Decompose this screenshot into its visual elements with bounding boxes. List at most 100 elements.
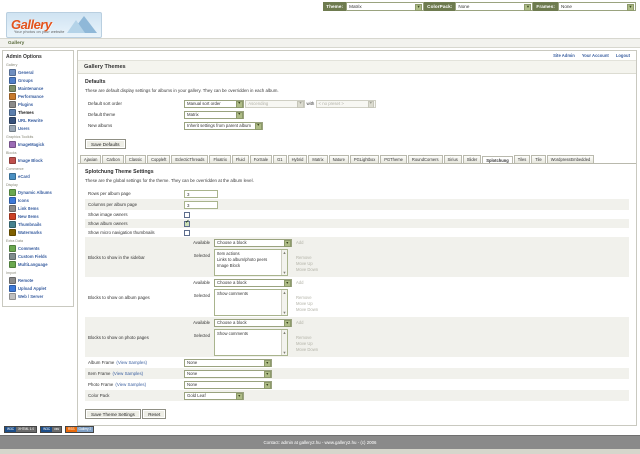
sidebar-item-users[interactable]: Users bbox=[6, 124, 70, 132]
tab-eclecticthreads[interactable]: EclecticThreads bbox=[171, 155, 209, 164]
selected-blocks-listbox[interactable]: Item actions Links to album/photo peers Im… bbox=[214, 248, 288, 276]
sidebar-item-web-server[interactable]: Web / Server bbox=[6, 292, 70, 300]
remove-button[interactable]: Remove bbox=[296, 254, 312, 260]
sidebar-item-multilanguage[interactable]: MultiLanguage bbox=[6, 260, 70, 268]
show-micro-navigation-thumbnails-checkbox[interactable] bbox=[184, 229, 190, 236]
tab-splotchung[interactable]: Splotchung bbox=[482, 156, 513, 164]
tab-floatrix[interactable]: Floatrix bbox=[209, 155, 231, 164]
move-up-button[interactable]: Move Up bbox=[296, 260, 313, 266]
show-album-owners-checkbox[interactable] bbox=[184, 220, 190, 227]
sort-preset-select[interactable]: < no preset > ▼ bbox=[315, 99, 376, 108]
chevron-down-icon[interactable]: ▼ bbox=[284, 240, 291, 247]
list-item[interactable]: Show comments bbox=[217, 290, 248, 296]
sidebar-item-groups[interactable]: Groups bbox=[6, 76, 70, 84]
tab-wordpressembedded[interactable]: WordpressEmbedded bbox=[546, 155, 595, 164]
chevron-down-icon[interactable]: ▼ bbox=[415, 3, 423, 11]
sidebar-item-thumbnails[interactable]: Thumbnails bbox=[6, 220, 70, 228]
colorpack-select[interactable]: None ▼ bbox=[455, 1, 534, 11]
available-blocks-select[interactable]: Choose a block ▼ bbox=[214, 278, 292, 287]
sidebar-item-comments[interactable]: Comments bbox=[6, 244, 70, 252]
sidebar-item-watermarks[interactable]: Watermarks bbox=[6, 228, 70, 236]
validation-badge[interactable]: W3C css bbox=[40, 426, 62, 433]
theme-select[interactable]: Matrix ▼ bbox=[346, 1, 425, 11]
listbox-scrollbar[interactable]: ▲ ▼ bbox=[281, 329, 287, 355]
chevron-down-icon[interactable]: ▼ bbox=[297, 101, 304, 108]
sidebar-item-maintenance[interactable]: Maintenance bbox=[6, 84, 70, 92]
sidebar-item-link-items[interactable]: Link Items bbox=[6, 204, 70, 212]
chevron-down-icon[interactable]: ▼ bbox=[284, 320, 291, 327]
add-block-button[interactable]: Add bbox=[296, 279, 304, 285]
logout-link[interactable]: Logout bbox=[615, 53, 630, 58]
move-up-button[interactable]: Move Up bbox=[296, 340, 313, 346]
sidebar-item-remote[interactable]: Remote bbox=[6, 276, 70, 284]
validation-badge[interactable]: W3C XHTML 1.0 bbox=[4, 426, 38, 433]
chevron-down-icon[interactable]: ▼ bbox=[236, 101, 243, 108]
list-item[interactable]: Links to album/photo peers bbox=[217, 256, 268, 262]
sidebar-item-upload-applet[interactable]: Upload Applet bbox=[6, 284, 70, 292]
sidebar-item-ecard[interactable]: eCard bbox=[6, 172, 70, 180]
gallery-logo[interactable]: Gallery Your photos on your website bbox=[6, 12, 102, 38]
sidebar-item-imagemagick[interactable]: ImageMagick bbox=[6, 140, 70, 148]
sort-direction-select[interactable]: Ascending ▼ bbox=[245, 99, 306, 108]
move-up-button[interactable]: Move Up bbox=[296, 300, 313, 306]
sidebar-item-performance[interactable]: Performance bbox=[6, 92, 70, 100]
tab-classic[interactable]: Classic bbox=[124, 155, 147, 164]
selected-blocks-listbox[interactable]: Show comments ▲ ▼ bbox=[214, 328, 288, 356]
sidebar-item-dynamic-albums[interactable]: Dynamic Albums bbox=[6, 188, 70, 196]
default-theme-select[interactable]: Matrix ▼ bbox=[184, 110, 244, 119]
chevron-down-icon[interactable]: ▼ bbox=[627, 3, 634, 11]
chevron-down-icon[interactable]: ▼ bbox=[255, 123, 262, 130]
list-item[interactable]: Image Block bbox=[217, 263, 241, 268]
list-item[interactable]: Item actions bbox=[217, 250, 240, 256]
tab-sirius[interactable]: Sirius bbox=[443, 155, 462, 164]
new-albums-select[interactable]: Inherit settings from parent album ▼ bbox=[184, 121, 264, 130]
breadcrumb-gallery[interactable]: Gallery bbox=[8, 40, 25, 46]
listbox-scrollbar[interactable]: ▲ ▼ bbox=[281, 289, 287, 315]
columns-per-album-page-input[interactable]: 3 bbox=[184, 200, 218, 209]
remove-button[interactable]: Remove bbox=[296, 334, 312, 340]
sidebar-item-general[interactable]: General bbox=[6, 68, 70, 76]
tab-carbon[interactable]: Carbon bbox=[102, 155, 124, 164]
tab-forsale[interactable]: ForSale bbox=[249, 155, 273, 164]
tab-slider[interactable]: Slider bbox=[462, 155, 482, 164]
sidebar-item-image-block[interactable]: Image Block bbox=[6, 156, 70, 164]
scroll-down-icon[interactable]: ▼ bbox=[282, 309, 287, 315]
tab-matrix[interactable]: Matrix bbox=[308, 155, 328, 164]
remove-button[interactable]: Remove bbox=[296, 294, 312, 300]
tab-roundcorners[interactable]: RoundCorners bbox=[407, 155, 443, 164]
listbox-scrollbar[interactable]: ▲ ▼ bbox=[281, 249, 287, 275]
move-down-button[interactable]: Move Down bbox=[296, 266, 319, 272]
list-item[interactable]: Show comments bbox=[217, 330, 248, 336]
add-block-button[interactable]: Add bbox=[296, 239, 304, 245]
frames-select[interactable]: None ▼ bbox=[558, 1, 636, 11]
view-samples-link[interactable]: (View Samples) bbox=[116, 360, 148, 366]
tab-pgtheme[interactable]: PGTheme bbox=[380, 155, 407, 164]
chevron-down-icon[interactable]: ▼ bbox=[236, 393, 243, 400]
tab-fluid[interactable]: Fluid bbox=[231, 155, 249, 164]
photo-frame-select[interactable]: None ▼ bbox=[184, 380, 272, 389]
reset-button[interactable]: Reset bbox=[142, 409, 167, 420]
save-defaults-button[interactable]: Save Defaults bbox=[85, 139, 126, 149]
your-account-link[interactable]: Your Account bbox=[581, 53, 609, 58]
move-down-button[interactable]: Move Down bbox=[296, 306, 319, 312]
scroll-up-icon[interactable]: ▲ bbox=[282, 329, 287, 335]
view-samples-link[interactable]: (View Samples) bbox=[115, 382, 147, 388]
tab-tile[interactable]: Tile bbox=[531, 155, 546, 164]
chevron-down-icon[interactable]: ▼ bbox=[367, 101, 375, 108]
show-image-owners-checkbox[interactable] bbox=[184, 211, 190, 218]
chevron-down-icon[interactable]: ▼ bbox=[524, 3, 532, 11]
scroll-down-icon[interactable]: ▼ bbox=[282, 349, 287, 355]
scroll-up-icon[interactable]: ▲ bbox=[282, 249, 287, 255]
sidebar-item-custom-fields[interactable]: Custom Fields bbox=[6, 252, 70, 260]
view-samples-link[interactable]: (View Samples) bbox=[112, 371, 144, 377]
default-sort-order-select[interactable]: Manual sort order ▼ bbox=[184, 99, 244, 108]
available-blocks-select[interactable]: Choose a block ▼ bbox=[214, 238, 292, 247]
tab-hybrid[interactable]: Hybrid bbox=[287, 155, 308, 164]
sidebar-item-new-items[interactable]: New Items bbox=[6, 212, 70, 220]
site-admin-link[interactable]: Site Admin bbox=[553, 53, 575, 58]
item-frame-select[interactable]: None ▼ bbox=[184, 369, 272, 378]
sidebar-item-icons[interactable]: Icons bbox=[6, 196, 70, 204]
sidebar-item-url-rewrite[interactable]: URL Rewrite bbox=[6, 116, 70, 124]
rows-per-album-page-input[interactable]: 3 bbox=[184, 189, 218, 198]
add-block-button[interactable]: Add bbox=[296, 319, 304, 325]
